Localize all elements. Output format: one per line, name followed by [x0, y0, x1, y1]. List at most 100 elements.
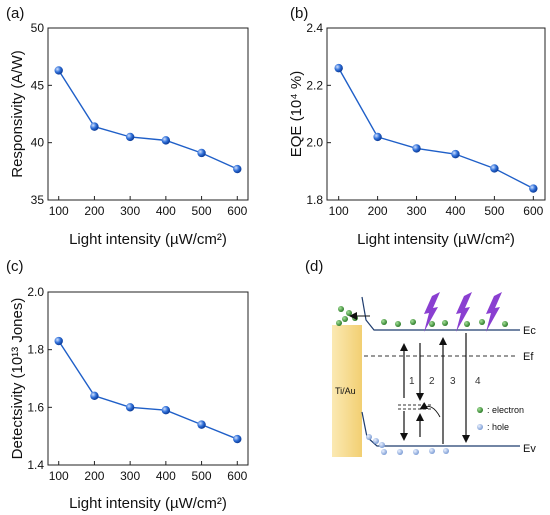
- x-axis-label: Light intensity (µW/cm²): [69, 495, 227, 512]
- data-point: [412, 144, 421, 153]
- electron-icon: [381, 319, 387, 325]
- x-tick-label: 200: [368, 204, 388, 218]
- x-tick-label: 200: [84, 204, 104, 218]
- panel-letter: (c): [6, 258, 24, 275]
- band-diagram: (d) Ti/Au Ec Ef Ev: [305, 258, 536, 457]
- electron-icon: [336, 320, 342, 326]
- hole-icon: [413, 449, 419, 455]
- y-tick-label: 2.4: [306, 21, 323, 35]
- x-tick-label: 500: [192, 204, 212, 218]
- x-tick-label: 600: [227, 204, 247, 218]
- y-axis-label: Detectsivity (10¹³ Jones): [9, 298, 26, 460]
- x-tick-label: 100: [329, 204, 349, 218]
- data-point: [233, 434, 242, 444]
- conduction-band: [361, 296, 520, 331]
- plot-frame: [47, 291, 249, 466]
- y-axis-label: Responsivity (A/W): [9, 50, 26, 178]
- x-tick-label: 500: [484, 204, 504, 218]
- data-point: [490, 164, 499, 173]
- x-tick-label: 400: [445, 204, 465, 218]
- y-tick-label: 2.0: [306, 136, 323, 150]
- electron-icon: [395, 321, 401, 327]
- lightning-icon: [424, 292, 440, 332]
- transition-label-3: 3: [450, 376, 456, 387]
- plot-frame: [326, 27, 546, 201]
- data-point: [90, 122, 99, 131]
- series-line: [58, 340, 238, 440]
- data-point: [161, 406, 171, 415]
- electron-icon: [429, 321, 435, 327]
- x-tick-label: 100: [49, 469, 69, 483]
- trap-capture-arrow: [419, 401, 441, 418]
- y-tick-label: 35: [31, 193, 45, 207]
- data-point: [373, 132, 382, 142]
- y-tick-label: 50: [31, 21, 45, 35]
- chart-detectivity: (c) 100 200 300 400 500 600 1.4 1.6 1.8 2.0Detects…: [6, 258, 249, 512]
- panel-letter: (a): [6, 5, 24, 22]
- x-axis-label: Light intensity (µW/cm²): [357, 231, 515, 248]
- hole-icon: [429, 448, 435, 454]
- transition-label-2: 2: [429, 376, 435, 387]
- x-tick-label: 300: [120, 469, 140, 483]
- x-tick-label: 300: [120, 204, 140, 218]
- electron-icon: [479, 319, 485, 325]
- metal-label: Ti/Au: [335, 386, 356, 396]
- legend-hole-label: : hole: [487, 422, 509, 432]
- data-point: [125, 403, 135, 412]
- electron-icon: [338, 306, 344, 312]
- data-point: [451, 149, 460, 159]
- series-line: [338, 67, 534, 190]
- x-tick-label: 400: [156, 204, 176, 218]
- x-tick-label: 400: [156, 469, 176, 483]
- lightning-icon: [456, 292, 472, 332]
- data-point: [529, 184, 538, 193]
- ef-label: Ef: [523, 351, 534, 363]
- hole-icon: [373, 438, 379, 444]
- transition-label-1: 1: [409, 376, 415, 387]
- data-point: [54, 66, 63, 75]
- y-tick-label: 45: [31, 78, 45, 92]
- metal-contact: [332, 325, 362, 457]
- data-point: [197, 420, 206, 429]
- legend-electron-label: : electron: [487, 405, 524, 415]
- ec-label: Ec: [523, 325, 536, 337]
- electron-icon: [464, 321, 470, 327]
- x-axis-label: Light intensity (µW/cm²): [69, 231, 227, 248]
- x-tick-label: 500: [192, 469, 212, 483]
- hole-icon: [379, 442, 385, 448]
- electron-icon: [442, 320, 448, 326]
- series-line: [58, 70, 238, 170]
- y-tick-label: 2.0: [27, 285, 44, 299]
- electron-icon: [502, 321, 508, 327]
- valence-band: [361, 411, 520, 447]
- hole-icon: [443, 448, 449, 454]
- y-tick-label: 1.8: [306, 193, 323, 207]
- hole-icon: [397, 449, 403, 455]
- legend-hole-icon: [477, 424, 483, 430]
- lightning-icon: [486, 292, 502, 332]
- data-point: [161, 136, 171, 145]
- y-axis-label: EQE (10⁴ %): [288, 71, 305, 157]
- hole-icon: [366, 434, 372, 440]
- y-tick-label: 2.2: [306, 78, 323, 92]
- y-tick-label: 40: [31, 136, 45, 150]
- data-point: [334, 63, 343, 73]
- chart-eqe: (b) 100 200 300 400 500 600 1.8 2.0 2.2 2.4 EQE (10…: [288, 5, 546, 248]
- data-point: [233, 164, 242, 174]
- data-point: [197, 148, 206, 158]
- x-tick-label: 300: [407, 204, 427, 218]
- y-tick-label: 1.4: [27, 458, 44, 472]
- x-tick-label: 200: [84, 469, 104, 483]
- electron-icon: [346, 310, 352, 316]
- panel-letter: (b): [290, 5, 308, 22]
- data-point: [54, 336, 63, 346]
- x-tick-label: 600: [523, 204, 543, 218]
- x-tick-label: 100: [49, 204, 69, 218]
- hole-icon: [381, 449, 387, 455]
- electron-icon: [410, 319, 416, 325]
- data-point: [125, 132, 135, 142]
- ev-label: Ev: [523, 443, 536, 455]
- x-tick-label: 600: [227, 469, 247, 483]
- electron-icon: [342, 316, 348, 322]
